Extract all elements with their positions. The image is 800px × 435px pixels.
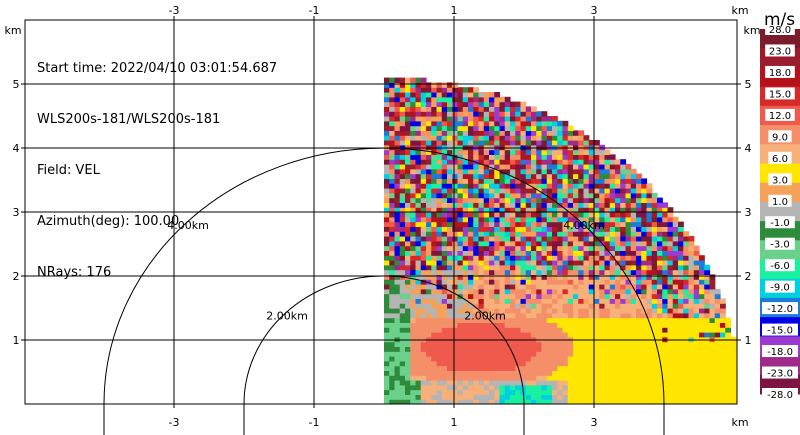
- x-tick-label-bottom: 3: [591, 416, 598, 429]
- colorbar-label: 23.0: [769, 46, 791, 57]
- range-ring: [243, 275, 525, 405]
- colorbar-label-bg: [762, 388, 798, 400]
- colorbar-label: -28.0: [767, 390, 793, 401]
- colorbar-label-bg: [762, 345, 798, 358]
- x-tick-label-bottom: 1: [451, 416, 458, 429]
- colorbar-unit-label: m/s: [764, 10, 796, 30]
- colorbar: 28.0 23.0 18.0 15.0 12.0 9.0 6.0 3.0 1.0 -1.0 -3.0…: [760, 23, 800, 401]
- x-tick-label-bottom: -3: [169, 416, 180, 429]
- axis-unit-label: km: [731, 416, 748, 429]
- colorbar-label: -18.0: [767, 347, 793, 358]
- colorbar-label-bg: [768, 194, 792, 207]
- colorbar-label-bg: [765, 259, 795, 272]
- azimuth-text: Azimuth(deg): 100.00: [37, 214, 180, 229]
- x-tick-label-top: 1: [451, 4, 458, 17]
- nrays-text: NRays: 176: [37, 265, 112, 280]
- colorbar-label-bg: [765, 65, 795, 78]
- range-ring-label: 2.00km: [266, 309, 308, 322]
- y-tick-label-right: 1: [745, 334, 752, 347]
- y-tick-label-right: 2: [745, 270, 752, 283]
- colorbar-label-bg: [768, 151, 792, 164]
- range-ring-label: 2.00km: [464, 309, 506, 322]
- colorbar-label-bg: [765, 280, 795, 293]
- colorbar-label-bg: [765, 44, 795, 57]
- colorbar-label: 3.0: [772, 175, 788, 186]
- colorbar-label: 18.0: [769, 68, 791, 79]
- y-tick-label-right: 4: [745, 142, 752, 155]
- y-tick-label-left: 1: [13, 334, 20, 347]
- colorbar-label: 28.0: [769, 25, 791, 36]
- site-text: WLS200s-181/WLS200s-181: [37, 112, 221, 127]
- x-tick-label-top: -3: [169, 4, 180, 17]
- colorbar-label: 1.0: [772, 197, 788, 208]
- axis-ticks: -3 -3 -1 -1 1 1 3 3 1 1 2 2 3 3 4 4 5 5 km km km km: [4, 4, 760, 429]
- colorbar-label: 9.0: [772, 132, 788, 143]
- range-ring: [103, 147, 665, 405]
- y-tick-label-left: 4: [13, 142, 20, 155]
- colorbar-label: -1.0: [770, 218, 790, 229]
- colorbar-label: -12.0: [767, 304, 793, 315]
- colorbar-label-bg: [768, 173, 792, 186]
- range-rings: 2.00km 2.00km 4.00km 4.00km: [103, 147, 665, 435]
- colorbar-label: -6.0: [770, 261, 790, 272]
- field-text: Field: VEL: [37, 163, 100, 178]
- velocity-sector: [384, 77, 737, 404]
- colorbar-label: 12.0: [769, 111, 791, 122]
- colorbar-label-bg: [768, 130, 792, 143]
- colorbar-label-bg: [762, 302, 798, 315]
- range-ring-label: 4.00km: [167, 219, 209, 232]
- colorbar-label: -15.0: [767, 326, 793, 337]
- colorbar-label: -3.0: [770, 240, 790, 251]
- x-tick-label-top: -1: [309, 4, 320, 17]
- axis-unit-label: km: [731, 4, 748, 17]
- colorbar-label-bg: [765, 87, 795, 100]
- y-tick-label-left: 3: [13, 206, 20, 219]
- colorbar-label-bg: [765, 216, 795, 229]
- colorbar-label-bg: [765, 108, 795, 121]
- y-tick-label-left: 2: [13, 270, 20, 283]
- axis-unit-label: km: [743, 24, 760, 37]
- y-tick-label-right: 5: [745, 78, 752, 91]
- colorbar-label: -23.0: [767, 369, 793, 380]
- colorbar-label-bg: [765, 23, 795, 35]
- colorbar-label: 15.0: [769, 89, 791, 100]
- axis-unit-label: km: [4, 24, 21, 37]
- info-panel: Start time: 2022/04/10 03:01:54.687 WLS2…: [37, 26, 277, 298]
- colorbar-label-bg: [762, 366, 798, 379]
- colorbar-label: 6.0: [772, 154, 788, 165]
- x-tick-label-bottom: -1: [309, 416, 320, 429]
- x-tick-label-top: 3: [591, 4, 598, 17]
- start-time-text: Start time: 2022/04/10 03:01:54.687: [37, 61, 278, 76]
- colorbar-label: -9.0: [770, 283, 790, 294]
- colorbar-label-bg: [762, 323, 798, 336]
- y-tick-label-right: 3: [745, 206, 752, 219]
- colorbar-label-bg: [765, 237, 795, 250]
- range-ring-label: 4.00km: [563, 219, 605, 232]
- y-tick-label-left: 5: [13, 78, 20, 91]
